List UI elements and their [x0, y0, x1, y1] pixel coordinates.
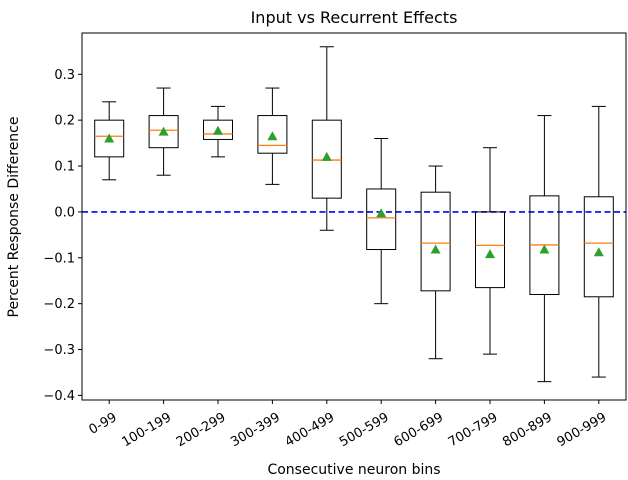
x-tick-label: 100-199 — [119, 410, 174, 450]
y-axis-label: Percent Response Difference — [6, 117, 22, 318]
box-200-299 — [203, 119, 233, 140]
box-400-499 — [311, 119, 342, 199]
mean-marker-0-99 — [104, 133, 115, 143]
x-tick-label: 400-499 — [283, 410, 338, 450]
plot-area: −0.4 −0.3 −0.2 −0.1 0.0 0.1 0.2 0.3 0-99 100-199 2… — [43, 32, 627, 450]
x-axis-label: Consecutive neuron bins — [267, 462, 440, 478]
y-tick-label: −0.4 — [43, 389, 75, 404]
y-tick-label: 0.3 — [54, 68, 75, 83]
x-tick-label: 800-899 — [500, 410, 555, 450]
mean-marker-300-399 — [267, 131, 278, 141]
mean-marker-400-499 — [321, 151, 332, 161]
x-tick-label: 900-999 — [555, 410, 610, 450]
x-tick-label: 300-399 — [228, 410, 283, 450]
axes-frame — [81, 32, 627, 401]
y-tick-label: 0.0 — [54, 205, 75, 220]
y-tick-label: −0.1 — [43, 251, 75, 266]
x-tick-label: 500-599 — [337, 410, 392, 450]
box-900-999 — [583, 196, 614, 298]
y-tick-label: −0.2 — [43, 297, 75, 312]
chart-title: Input vs Recurrent Effects — [251, 8, 458, 27]
mean-marker-900-999 — [593, 247, 604, 257]
mean-marker-200-299 — [213, 125, 223, 135]
x-tick-label: 600-699 — [391, 410, 446, 450]
y-tick-label: 0.2 — [54, 114, 75, 129]
box-600-699 — [420, 191, 451, 292]
mean-marker-500-599 — [376, 208, 387, 218]
y-tick-label: −0.3 — [43, 343, 75, 358]
box-700-799 — [475, 211, 505, 289]
mean-marker-700-799 — [485, 249, 495, 259]
x-tick-label: 700-799 — [446, 410, 501, 450]
box-100-199 — [148, 115, 179, 149]
mean-marker-800-899 — [539, 244, 550, 254]
box-0-99 — [94, 119, 125, 158]
box-500-599 — [366, 188, 397, 251]
x-tick-label: 200-299 — [174, 410, 229, 450]
mean-marker-600-699 — [430, 244, 441, 254]
mean-marker-100-199 — [158, 126, 169, 136]
box-300-399 — [257, 115, 288, 154]
y-tick-label: 0.1 — [54, 160, 75, 175]
x-tick-label: 0-99 — [87, 410, 120, 438]
